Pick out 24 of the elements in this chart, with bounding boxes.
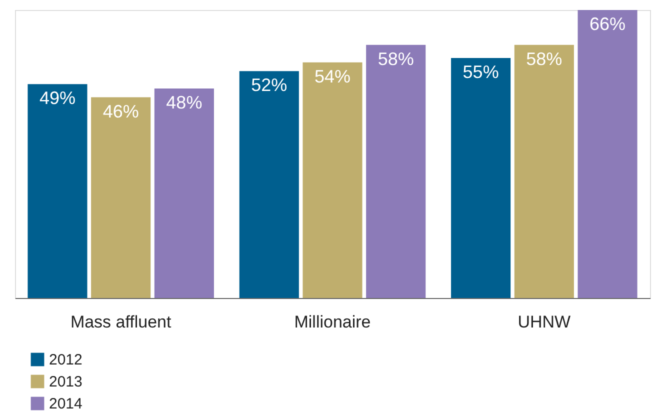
x-tick-label: Millionaire: [294, 312, 371, 332]
bar: [578, 10, 638, 298]
data-label: 58%: [526, 48, 562, 69]
bar: [154, 88, 214, 298]
data-label: 49%: [39, 88, 76, 108]
bar: [239, 71, 299, 298]
legend-label: 2014: [49, 396, 82, 412]
bar: [91, 97, 151, 298]
data-label: 46%: [102, 101, 139, 122]
bar: [451, 58, 511, 298]
data-label: 58%: [378, 48, 414, 69]
data-label: 55%: [462, 62, 499, 82]
data-label: 54%: [314, 66, 351, 86]
x-tick-label: UHNW: [518, 312, 571, 332]
x-tick-label: Mass affluent: [70, 312, 172, 332]
data-label: 52%: [251, 75, 288, 96]
data-label: 66%: [590, 14, 626, 34]
data-label: 48%: [166, 92, 202, 113]
legend-label: 2013: [49, 374, 82, 390]
bar: [514, 44, 574, 298]
bar: [302, 62, 362, 298]
bar: [366, 44, 426, 298]
legend-label: 2012: [49, 352, 82, 368]
bar: [28, 84, 88, 298]
